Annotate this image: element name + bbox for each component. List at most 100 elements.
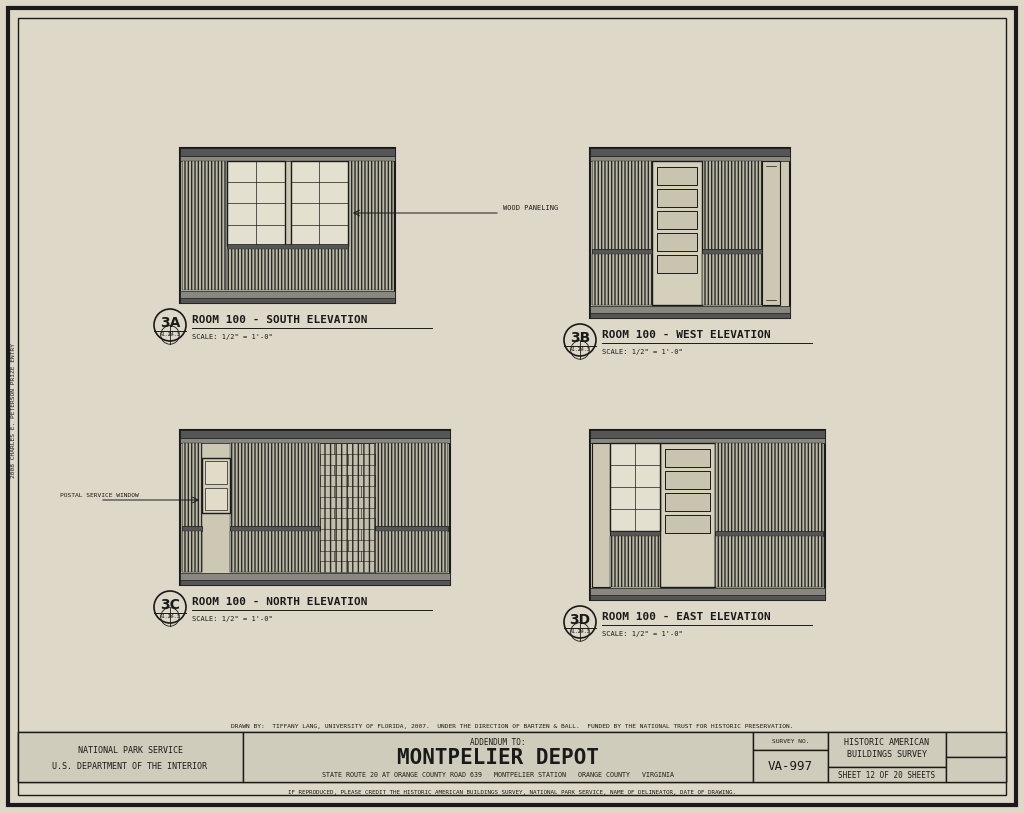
Bar xyxy=(375,531,449,572)
Text: IF REPRODUCED, PLEASE CREDIT THE HISTORIC AMERICAN BUILDINGS SURVEY, NATIONAL PA: IF REPRODUCED, PLEASE CREDIT THE HISTORI… xyxy=(288,789,736,794)
Bar xyxy=(205,488,227,510)
Bar xyxy=(946,732,1006,757)
Text: ROOM 100 - EAST ELEVATION: ROOM 100 - EAST ELEVATION xyxy=(602,612,771,622)
Text: ROOM 100 - NORTH ELEVATION: ROOM 100 - NORTH ELEVATION xyxy=(193,597,368,607)
Bar xyxy=(291,161,348,246)
Bar xyxy=(590,306,790,318)
Bar xyxy=(180,580,450,585)
Bar xyxy=(665,493,710,511)
Text: SCALE: 1/2" = 1'-0": SCALE: 1/2" = 1'-0" xyxy=(193,616,272,622)
Bar xyxy=(205,461,227,484)
Bar xyxy=(610,531,660,536)
Bar xyxy=(590,438,825,443)
Bar xyxy=(657,233,697,251)
Bar xyxy=(375,526,449,531)
Text: A1.2: A1.2 xyxy=(160,615,171,620)
Text: ROOM 100 - SOUTH ELEVATION: ROOM 100 - SOUTH ELEVATION xyxy=(193,315,368,325)
Text: 3D: 3D xyxy=(569,613,591,627)
Bar xyxy=(657,167,697,185)
Bar xyxy=(590,595,825,600)
Bar xyxy=(665,449,710,467)
Bar xyxy=(610,443,660,531)
Bar xyxy=(180,291,395,303)
Bar xyxy=(660,443,715,587)
Bar xyxy=(657,211,697,229)
Text: SCALE: 1/2" = 1'-0": SCALE: 1/2" = 1'-0" xyxy=(193,334,272,340)
Text: 2008 CHARLES E. PETERSON PRIZE ENTRY: 2008 CHARLES E. PETERSON PRIZE ENTRY xyxy=(11,342,16,477)
Bar xyxy=(182,443,202,572)
Text: A1.2: A1.2 xyxy=(569,347,581,352)
Bar xyxy=(590,156,790,161)
Text: VA-997: VA-997 xyxy=(768,759,813,772)
Bar xyxy=(230,531,319,572)
Bar xyxy=(715,531,823,536)
Bar xyxy=(319,443,375,572)
Bar xyxy=(180,430,450,438)
Bar xyxy=(702,254,762,305)
Bar xyxy=(828,732,946,767)
Text: NATIONAL PARK SERVICE: NATIONAL PARK SERVICE xyxy=(78,746,182,754)
Bar xyxy=(590,148,790,318)
Text: DRAWN BY:  TIFFANY LANG, UNIVERSITY OF FLORIDA, 2007.  UNDER THE DIRECTION OF BA: DRAWN BY: TIFFANY LANG, UNIVERSITY OF FL… xyxy=(230,724,794,728)
Bar xyxy=(592,161,652,305)
Bar xyxy=(202,458,230,513)
Bar xyxy=(227,244,348,249)
Text: SURVEY NO.: SURVEY NO. xyxy=(772,738,809,744)
Bar xyxy=(592,254,652,305)
Text: MONTPELIER DEPOT: MONTPELIER DEPOT xyxy=(397,748,599,768)
Bar xyxy=(592,249,652,254)
Bar xyxy=(375,443,449,572)
Bar xyxy=(180,148,395,156)
Text: STATE ROUTE 20 AT ORANGE COUNTY ROAD 639   MONTPELIER STATION   ORANGE COUNTY   : STATE ROUTE 20 AT ORANGE COUNTY ROAD 639… xyxy=(322,772,674,778)
Bar xyxy=(590,313,790,318)
Text: A1.2: A1.2 xyxy=(160,333,171,337)
Text: A4.3: A4.3 xyxy=(579,347,591,352)
Text: 3B: 3B xyxy=(570,331,590,345)
Bar xyxy=(946,757,1006,782)
Bar xyxy=(762,161,780,305)
Bar xyxy=(657,189,697,207)
Bar xyxy=(828,767,946,782)
Bar xyxy=(227,249,348,290)
Bar xyxy=(590,430,825,600)
Bar xyxy=(665,471,710,489)
Bar xyxy=(652,161,702,305)
Bar xyxy=(715,536,823,587)
Text: POSTAL SERVICE WINDOW: POSTAL SERVICE WINDOW xyxy=(60,493,138,498)
Bar xyxy=(657,255,697,273)
Text: 3C: 3C xyxy=(160,598,180,611)
Text: BUILDINGS SURVEY: BUILDINGS SURVEY xyxy=(847,750,927,759)
Bar xyxy=(590,588,825,600)
Text: A4.3: A4.3 xyxy=(579,629,591,634)
Bar xyxy=(180,298,395,303)
Bar xyxy=(590,430,825,438)
Bar xyxy=(702,249,762,254)
Bar xyxy=(753,732,828,750)
Bar xyxy=(182,531,202,572)
Bar xyxy=(243,732,753,782)
Bar xyxy=(665,515,710,533)
Text: SCALE: 1/2" = 1'-0": SCALE: 1/2" = 1'-0" xyxy=(602,631,683,637)
Bar xyxy=(753,750,828,782)
Text: A1.2: A1.2 xyxy=(569,629,581,634)
Bar xyxy=(230,526,319,531)
Bar xyxy=(702,161,762,305)
Bar xyxy=(180,148,395,303)
Text: A4.3: A4.3 xyxy=(169,615,180,620)
Bar xyxy=(180,156,395,161)
Bar xyxy=(348,161,393,290)
Text: WOOD PANELING: WOOD PANELING xyxy=(503,205,558,211)
Text: SHEET 12 OF 20 SHEETS: SHEET 12 OF 20 SHEETS xyxy=(839,771,936,780)
Bar xyxy=(18,732,243,782)
Text: U.S. DEPARTMENT OF THE INTERIOR: U.S. DEPARTMENT OF THE INTERIOR xyxy=(52,762,208,771)
Bar xyxy=(180,573,450,585)
Bar xyxy=(180,430,450,585)
Bar xyxy=(180,438,450,443)
Bar xyxy=(715,443,823,587)
Text: 3A: 3A xyxy=(160,315,180,329)
Text: HISTORIC AMERICAN: HISTORIC AMERICAN xyxy=(845,737,930,746)
Bar xyxy=(182,526,202,531)
Bar xyxy=(590,148,790,156)
Bar xyxy=(182,161,227,290)
Bar xyxy=(592,443,610,587)
